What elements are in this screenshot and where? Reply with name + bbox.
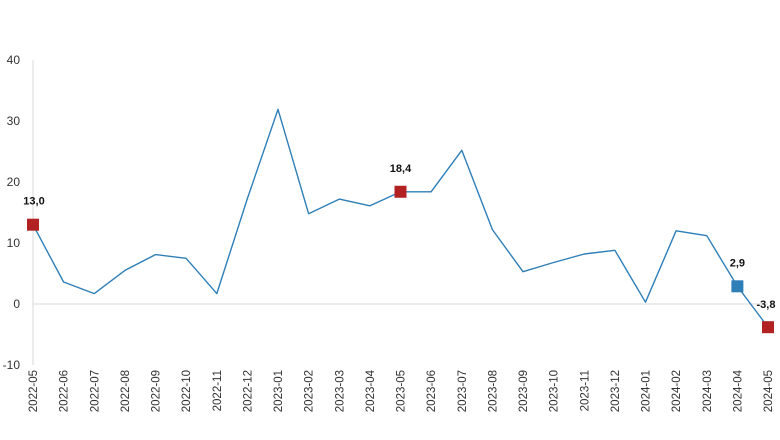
x-tick-label: 2023-11	[579, 370, 591, 411]
x-tick-label: 2023-09	[518, 370, 530, 412]
x-tick-label: 2022-10	[181, 370, 193, 412]
highlight-markers: 13,0 18,4 2,9 -3,8	[23, 163, 776, 334]
highlight-marker	[731, 280, 744, 293]
x-tick-label: 2024-03	[702, 370, 714, 412]
data-point	[613, 249, 616, 252]
data-point	[246, 197, 249, 200]
x-tick-label: 2024-01	[641, 370, 653, 412]
y-axis: 40 30 20 10 0 -10	[3, 53, 34, 372]
x-tick-label: 2022-07	[89, 370, 101, 412]
data-point	[215, 292, 218, 295]
data-point	[277, 108, 280, 111]
data-point	[307, 212, 310, 215]
x-tick-label: 2023-10	[549, 370, 561, 412]
x-tick-label: 2023-03	[334, 370, 346, 412]
data-point	[123, 269, 126, 272]
data-point	[62, 281, 65, 284]
data-label: 13,0	[23, 196, 44, 208]
x-tick-label: 2023-02	[304, 370, 316, 412]
y-tick-label: -10	[3, 358, 21, 372]
data-point	[154, 253, 157, 256]
x-tick-label: 2023-07	[457, 370, 469, 412]
data-point	[644, 301, 647, 304]
highlight-marker	[27, 218, 39, 231]
x-tick-label: 2024-05	[763, 370, 775, 412]
x-tick-label: 2022-12	[242, 370, 254, 412]
data-point	[430, 190, 433, 193]
x-tick-label: 2023-06	[426, 370, 438, 412]
data-label: 18,4	[390, 163, 412, 175]
y-tick-label: 20	[7, 175, 21, 189]
data-point	[93, 292, 96, 295]
data-point	[338, 198, 341, 201]
data-label: 2,9	[730, 257, 745, 269]
series-layer	[32, 108, 769, 328]
x-tick-label: 2022-09	[151, 370, 163, 412]
data-point	[583, 252, 586, 255]
y-tick-label: 40	[7, 53, 21, 67]
x-tick-label: 2023-01	[273, 370, 285, 412]
x-tick-label: 2023-08	[487, 370, 499, 412]
y-tick-label: 10	[7, 236, 21, 250]
data-point	[675, 229, 678, 232]
data-point	[522, 270, 525, 273]
x-axis: 2022-05 2022-06 2022-07 2022-08 2022-09 2022-…	[28, 303, 775, 412]
series-line	[32, 108, 769, 328]
x-tick-label: 2022-08	[120, 370, 132, 412]
x-tick-label: 2023-12	[610, 370, 622, 412]
data-point	[491, 228, 494, 231]
x-tick-label: 2022-05	[28, 370, 40, 412]
data-point	[185, 257, 188, 260]
highlight-marker	[762, 321, 774, 334]
data-label: -3,8	[757, 299, 776, 311]
x-tick-label: 2024-04	[732, 369, 744, 412]
x-tick-label: 2023-05	[396, 370, 408, 412]
y-tick-label: 0	[13, 297, 20, 311]
x-tick-label: 2022-06	[59, 370, 71, 412]
highlight-marker	[394, 185, 407, 198]
data-point	[705, 234, 708, 237]
data-point	[368, 204, 371, 207]
x-tick-label: 2023-04	[365, 369, 377, 412]
x-tick-label: 2024-02	[671, 370, 683, 412]
y-tick-label: 30	[7, 114, 21, 128]
data-point	[460, 149, 463, 152]
x-tick-label: 2022-11	[212, 370, 224, 411]
data-point	[552, 261, 555, 264]
